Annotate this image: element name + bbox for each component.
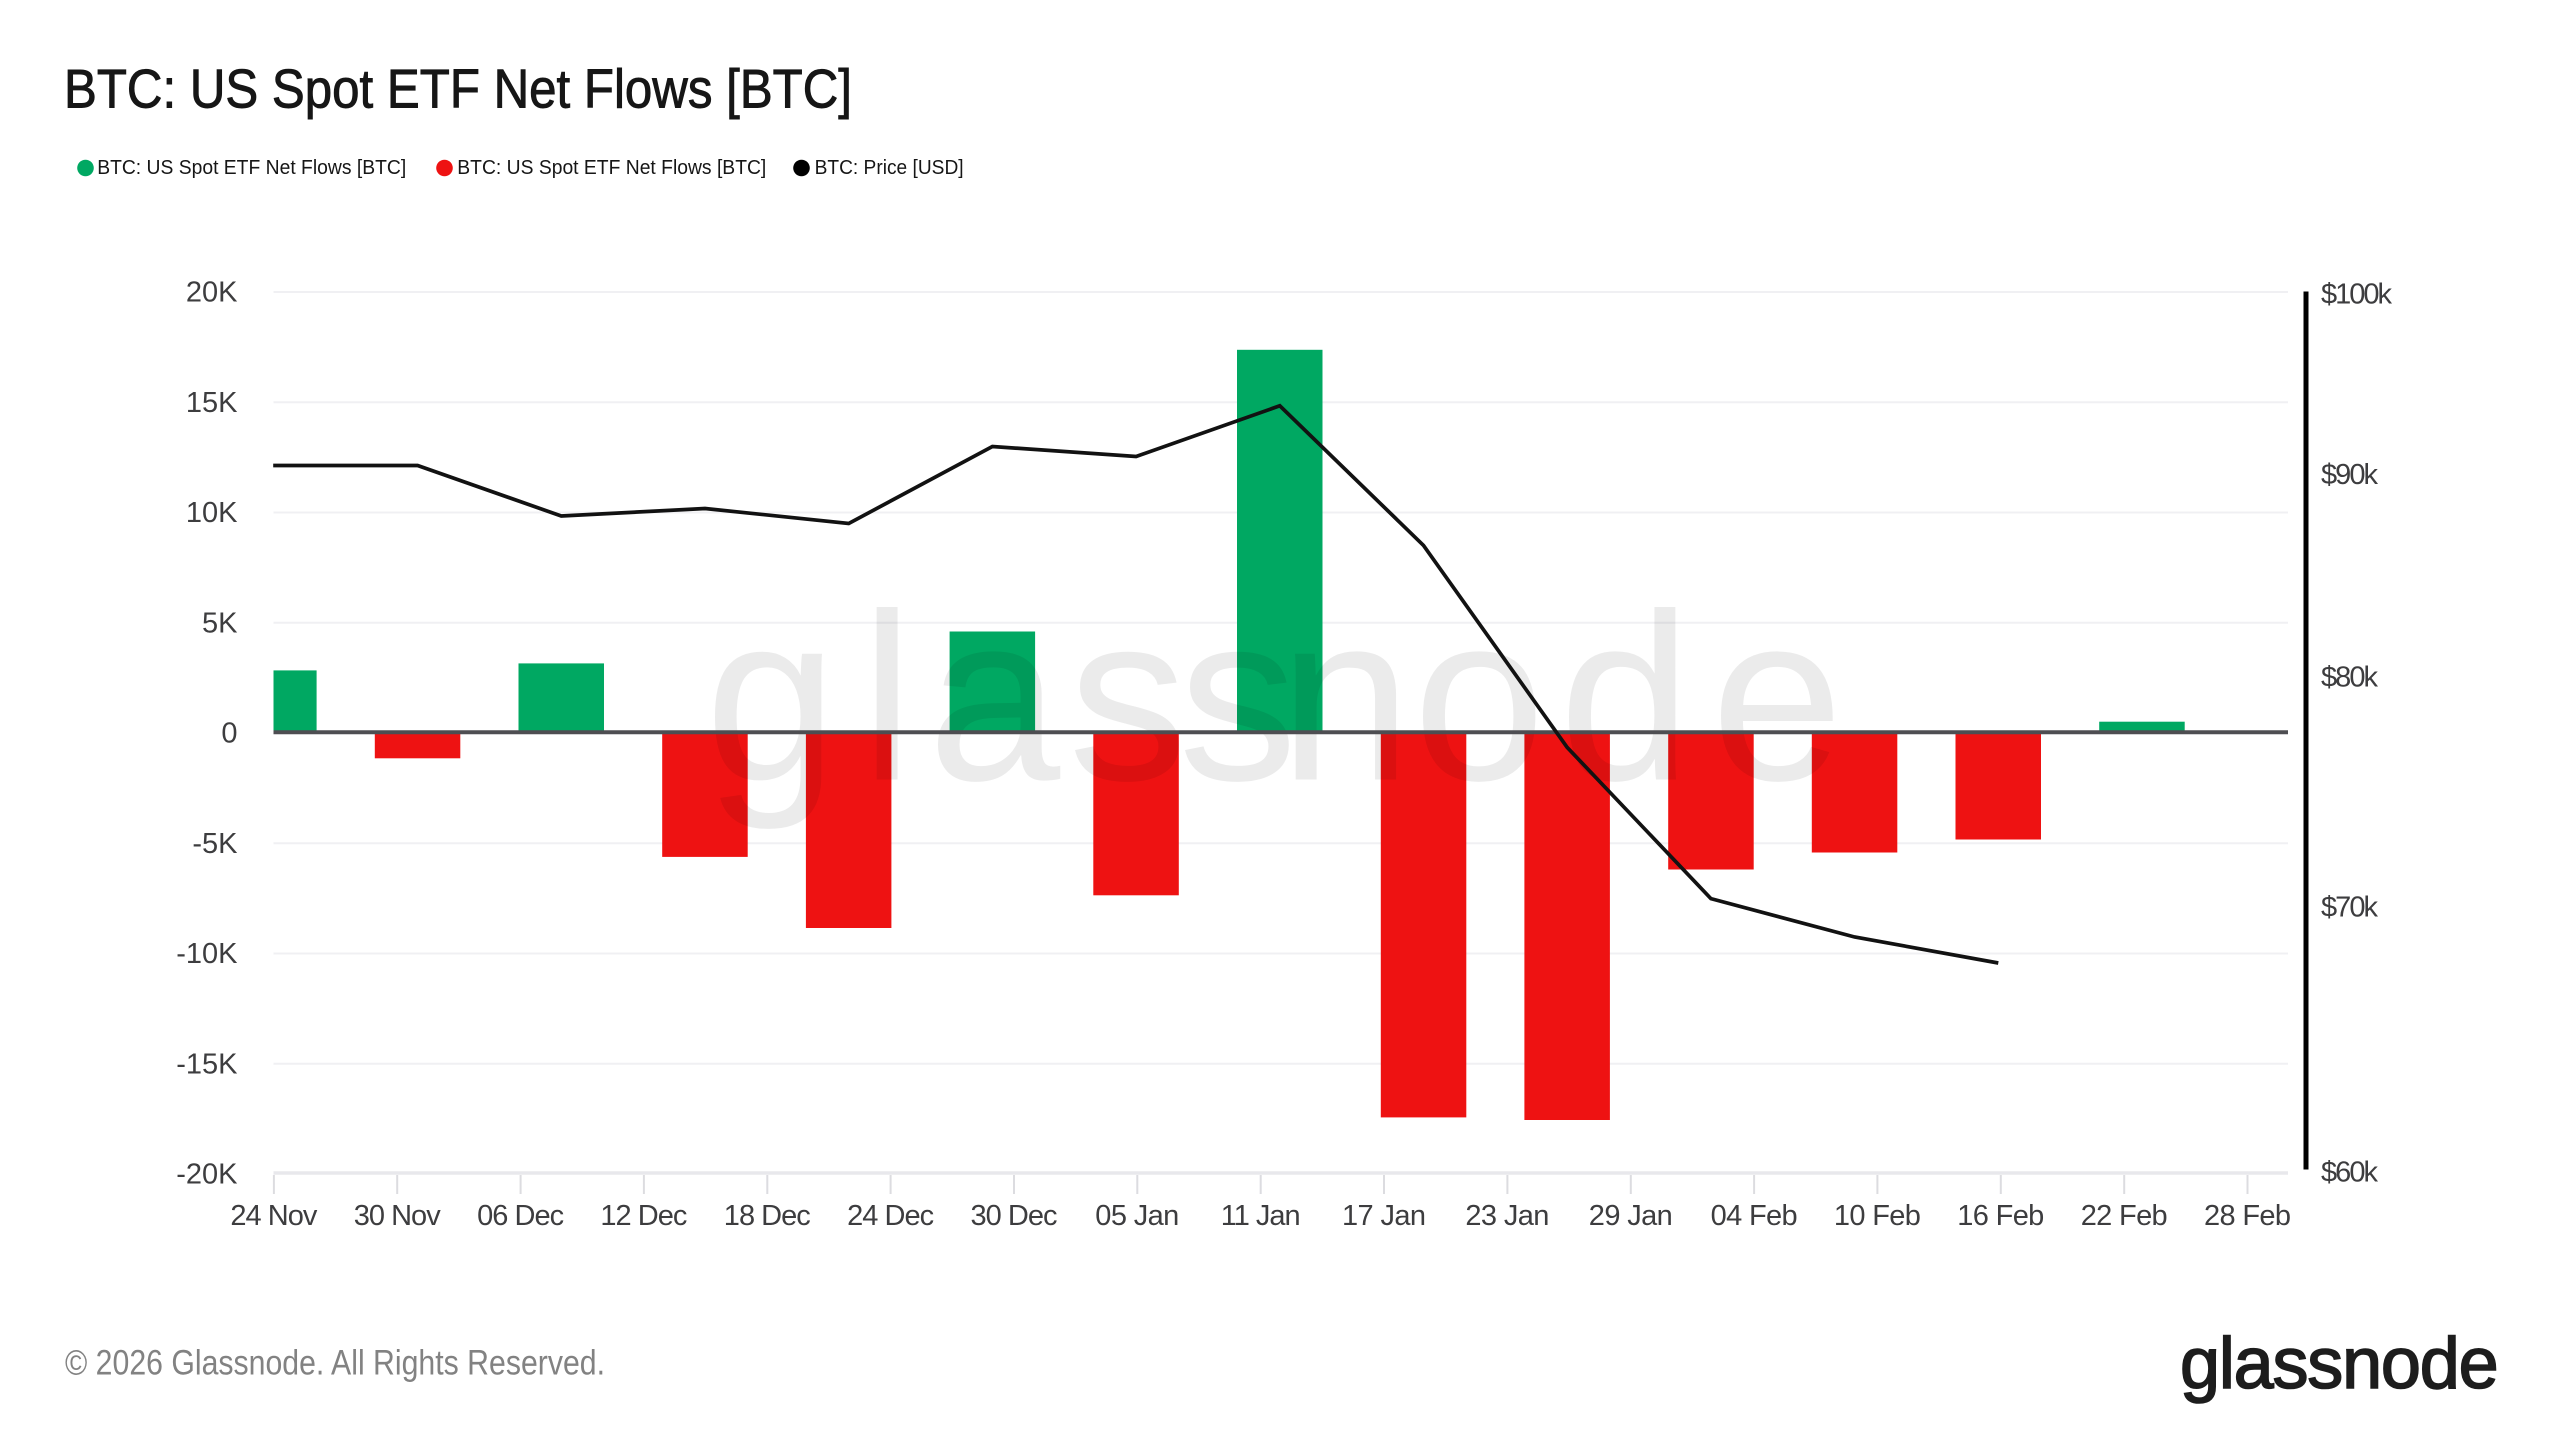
svg-text:12 Dec: 12 Dec	[600, 1200, 687, 1232]
svg-text:$100k: $100k	[2321, 278, 2393, 310]
svg-text:10 Feb: 10 Feb	[1834, 1200, 1921, 1232]
svg-text:15K: 15K	[186, 387, 238, 419]
svg-text:$60k: $60k	[2321, 1157, 2379, 1189]
svg-text:06 Dec: 06 Dec	[477, 1200, 564, 1232]
svg-text:glassnode: glassnode	[705, 566, 1843, 831]
svg-text:© 2026 Glassnode. All Rights R: © 2026 Glassnode. All Rights Reserved.	[65, 1344, 605, 1383]
svg-text:30 Nov: 30 Nov	[354, 1200, 442, 1232]
svg-text:BTC: US Spot ETF Net Flows [BT: BTC: US Spot ETF Net Flows [BTC]	[97, 157, 406, 179]
svg-text:$70k: $70k	[2321, 891, 2379, 923]
svg-text:BTC: US Spot ETF Net Flows [BT: BTC: US Spot ETF Net Flows [BTC]	[457, 157, 766, 179]
svg-text:24 Nov: 24 Nov	[230, 1200, 318, 1232]
svg-text:glassnode: glassnode	[2180, 1324, 2497, 1404]
svg-text:0: 0	[221, 718, 237, 750]
svg-text:-15K: -15K	[176, 1048, 238, 1080]
svg-text:23 Jan: 23 Jan	[1465, 1200, 1549, 1232]
svg-text:-10K: -10K	[176, 938, 238, 970]
svg-text:11 Jan: 11 Jan	[1221, 1200, 1301, 1232]
svg-text:20K: 20K	[186, 277, 238, 309]
svg-text:30 Dec: 30 Dec	[971, 1200, 1058, 1232]
svg-text:-5K: -5K	[192, 828, 238, 860]
svg-text:05 Jan: 05 Jan	[1095, 1200, 1179, 1232]
svg-text:18 Dec: 18 Dec	[724, 1200, 811, 1232]
svg-text:$90k: $90k	[2321, 459, 2379, 491]
svg-text:17 Jan: 17 Jan	[1342, 1200, 1426, 1232]
svg-text:-20K: -20K	[176, 1159, 238, 1191]
svg-text:$80k: $80k	[2321, 662, 2379, 694]
svg-text:10K: 10K	[186, 497, 238, 529]
svg-text:BTC: US Spot ETF Net Flows [BT: BTC: US Spot ETF Net Flows [BTC]	[64, 59, 852, 120]
svg-text:BTC: Price [USD]: BTC: Price [USD]	[815, 157, 964, 179]
svg-text:22 Feb: 22 Feb	[2081, 1200, 2168, 1232]
svg-text:5K: 5K	[202, 607, 238, 639]
svg-text:29 Jan: 29 Jan	[1589, 1200, 1673, 1232]
svg-text:28 Feb: 28 Feb	[2204, 1200, 2291, 1232]
svg-text:24 Dec: 24 Dec	[847, 1200, 934, 1232]
svg-text:16 Feb: 16 Feb	[1957, 1200, 2044, 1232]
svg-text:04 Feb: 04 Feb	[1711, 1200, 1798, 1232]
